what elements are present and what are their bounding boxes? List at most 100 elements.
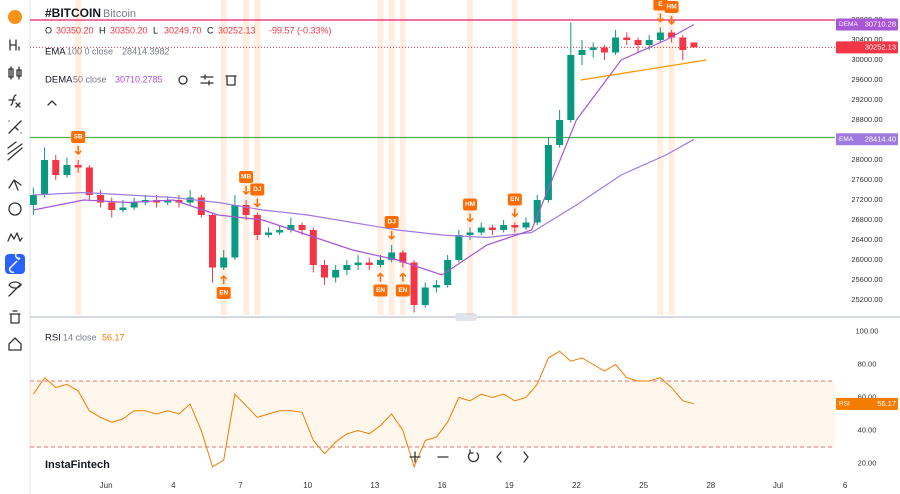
candle-body xyxy=(623,37,631,40)
zoom-in[interactable] xyxy=(409,451,421,463)
candle-body xyxy=(567,55,575,120)
tool-icon[interactable] xyxy=(7,141,23,161)
event-label: E xyxy=(658,1,663,8)
event-arrow xyxy=(656,13,664,23)
price-tag-value: 30710.28 xyxy=(865,19,896,28)
candle-body xyxy=(119,207,127,210)
tool-icon[interactable] xyxy=(9,39,20,51)
x-tick-label: Jul xyxy=(773,481,783,490)
x-tick-label: 4 xyxy=(171,481,176,490)
candle-body xyxy=(264,232,272,235)
y-tick-label: 27600.00 xyxy=(851,175,882,184)
candle-body xyxy=(253,215,261,235)
event-band xyxy=(399,0,406,315)
candle-body xyxy=(74,165,82,168)
candle-body xyxy=(500,225,508,230)
event-label: EN xyxy=(219,290,228,297)
y-tick-label: 30000.00 xyxy=(851,55,882,64)
candle-body xyxy=(444,260,452,285)
event-badge xyxy=(250,183,265,196)
tool-icon[interactable] xyxy=(8,253,21,274)
candle-body xyxy=(97,195,105,203)
x-tick-label: 22 xyxy=(572,481,581,490)
event-arrow xyxy=(253,198,261,208)
tool-icon[interactable] xyxy=(8,66,22,80)
candle-body xyxy=(130,202,138,208)
candle-body xyxy=(309,230,317,265)
candle-body xyxy=(612,37,620,53)
event-badge xyxy=(664,1,679,13)
legend-params: 100 0 close xyxy=(67,46,113,56)
panel-handle[interactable] xyxy=(455,313,477,321)
event-badge xyxy=(239,171,254,183)
delete-icon[interactable] xyxy=(225,75,237,86)
tool-icon[interactable] xyxy=(7,232,23,242)
indicator-line xyxy=(33,23,695,276)
navigation xyxy=(409,449,529,463)
rsi-value: 56.17 xyxy=(102,332,125,342)
y-tick-label: 26400.00 xyxy=(851,235,882,244)
y-tick-label: 60.00 xyxy=(858,392,877,401)
settings-icon[interactable] xyxy=(200,74,214,86)
y-tick-label: 29200.00 xyxy=(851,95,882,104)
price-tag-value: 56.17 xyxy=(877,399,896,408)
y-tick-label: 26800.00 xyxy=(851,215,882,224)
event-badge xyxy=(463,198,478,211)
collapse-icon[interactable] xyxy=(47,100,57,106)
scroll-right[interactable] xyxy=(523,451,529,463)
tool-icon[interactable] xyxy=(8,120,22,134)
candle-body xyxy=(320,265,328,278)
candle-body xyxy=(388,252,396,260)
tool-icon[interactable] xyxy=(9,310,21,324)
axes: 30800.0030400.0030000.0029600.0029200.00… xyxy=(45,15,898,490)
indicator-line xyxy=(33,138,695,239)
candle-body xyxy=(197,197,205,215)
event-label: DJ xyxy=(388,219,397,226)
event-badge xyxy=(395,284,410,297)
price-tag-value: 30252.13 xyxy=(865,42,896,51)
y-tick-label: 28800.00 xyxy=(851,115,882,124)
y-tick-label: 25200.00 xyxy=(851,295,882,304)
change: -99.57 (-0.33%) xyxy=(269,25,332,35)
candle-body xyxy=(220,257,228,268)
price-tag-name: EMA xyxy=(839,136,854,143)
tool-icon[interactable] xyxy=(8,94,21,108)
tool-icon[interactable] xyxy=(8,281,22,297)
y-tick-label: 28000.00 xyxy=(851,155,882,164)
candle-body xyxy=(600,47,608,53)
rsi-line xyxy=(32,350,695,469)
rsi-title: RSI xyxy=(45,333,61,344)
candle-body xyxy=(287,225,295,230)
legend-name: EMA xyxy=(45,47,66,58)
candle-body xyxy=(164,200,172,203)
eye-icon[interactable] xyxy=(178,75,188,85)
candle-body xyxy=(276,230,284,233)
event-label: EN xyxy=(510,196,519,203)
ohlc-name: O xyxy=(45,25,52,35)
candle-body xyxy=(544,145,552,200)
candle-body xyxy=(511,225,519,228)
candle-body xyxy=(656,32,664,40)
toolbar xyxy=(5,0,31,494)
event-arrow xyxy=(388,231,396,241)
legend-value: 30710.2785 xyxy=(115,74,163,84)
tool-icon[interactable] xyxy=(8,179,22,191)
tool-icon[interactable] xyxy=(8,202,22,216)
candle-body xyxy=(645,40,653,45)
x-tick-label: 6 xyxy=(843,481,848,490)
scroll-left[interactable] xyxy=(496,451,502,463)
ohlc-row: O 30350.20 H 30350.20 L 30249.70 C 30252.13 -99.… xyxy=(45,25,332,35)
event-badge xyxy=(507,193,522,206)
legend-name: DEMA xyxy=(45,75,73,86)
y-tick-label: 26000.00 xyxy=(851,255,882,264)
event-arrow xyxy=(399,272,407,282)
trendline xyxy=(580,59,707,81)
event-arrow xyxy=(668,16,676,26)
rsi-params: 14 close xyxy=(63,332,97,342)
reset-view[interactable] xyxy=(467,449,480,463)
tool-icon[interactable] xyxy=(8,337,22,351)
candle-body xyxy=(186,197,194,203)
symbol-icon[interactable] xyxy=(8,10,22,24)
